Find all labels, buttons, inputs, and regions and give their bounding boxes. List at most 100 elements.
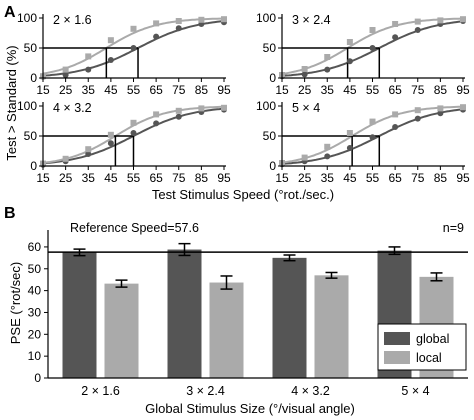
x-tick-label: 95 bbox=[217, 171, 231, 185]
bar-global bbox=[62, 252, 97, 378]
x-tick-label: 25 bbox=[298, 83, 312, 97]
x-tick-label: 75 bbox=[411, 171, 425, 185]
data-point-local bbox=[369, 27, 376, 33]
y-tick-label: 20 bbox=[28, 327, 42, 341]
data-point-global bbox=[369, 134, 376, 141]
x-tick-label: 75 bbox=[411, 83, 425, 97]
x-tick-label: 35 bbox=[321, 171, 335, 185]
data-point-local bbox=[130, 25, 137, 32]
panel-b-xlabel: Global Stimulus Size (°/visual angle) bbox=[145, 401, 355, 416]
category-label: 4 × 3.2 bbox=[291, 384, 330, 398]
y-tick-label: 50 bbox=[28, 262, 42, 276]
x-tick-label: 45 bbox=[343, 171, 357, 185]
y-tick-label: 100 bbox=[256, 99, 276, 113]
x-tick-label: 15 bbox=[275, 171, 289, 185]
x-tick-label: 55 bbox=[366, 171, 380, 185]
y-tick-label: 40 bbox=[28, 284, 42, 298]
data-point-local bbox=[107, 131, 114, 138]
data-point-local bbox=[153, 111, 160, 118]
x-tick-label: 35 bbox=[82, 171, 96, 185]
data-point-local bbox=[324, 54, 331, 60]
data-point-local bbox=[346, 130, 353, 136]
data-point-global bbox=[85, 66, 92, 73]
data-point-local bbox=[221, 104, 227, 111]
data-point-local bbox=[198, 105, 205, 112]
y-tick-label: 100 bbox=[17, 99, 37, 113]
panel-b-label: B bbox=[4, 205, 16, 222]
x-tick-label: 55 bbox=[366, 83, 380, 97]
x-tick-label: 15 bbox=[36, 171, 50, 185]
data-point-local bbox=[198, 16, 205, 23]
y-tick-label: 50 bbox=[263, 41, 277, 55]
y-tick-label: 50 bbox=[263, 129, 277, 143]
y-tick-label: 100 bbox=[17, 11, 37, 25]
data-point-local bbox=[62, 66, 69, 73]
data-point-local bbox=[324, 143, 331, 150]
category-label: 3 × 2.4 bbox=[186, 384, 225, 398]
subplot-title: 5 × 4 bbox=[292, 101, 320, 115]
fit-curve-local bbox=[42, 17, 225, 75]
bar-global bbox=[167, 249, 202, 378]
y-tick-label: 50 bbox=[24, 41, 38, 55]
data-point-global bbox=[369, 45, 376, 51]
x-tick-label: 85 bbox=[434, 83, 448, 97]
x-tick-label: 45 bbox=[104, 171, 118, 185]
data-point-local bbox=[301, 154, 308, 161]
x-tick-label: 55 bbox=[127, 171, 141, 185]
reference-speed-text: Reference Speed=57.6 bbox=[70, 221, 199, 235]
panel-b-ylabel: PSE (°rot/sec) bbox=[8, 262, 23, 345]
data-point-global bbox=[107, 57, 114, 63]
data-point-local bbox=[130, 119, 137, 126]
data-point-global bbox=[414, 115, 421, 122]
data-point-global bbox=[392, 124, 399, 130]
n-text: n=9 bbox=[443, 221, 464, 235]
subplot-title: 4 × 3.2 bbox=[53, 101, 92, 115]
x-tick-label: 65 bbox=[149, 83, 163, 97]
x-tick-label: 15 bbox=[275, 83, 289, 97]
data-point-local bbox=[301, 66, 308, 72]
data-point-global bbox=[130, 130, 137, 136]
data-point-global bbox=[107, 140, 114, 147]
bar-local bbox=[104, 283, 139, 378]
data-point-global bbox=[414, 27, 421, 33]
data-point-global bbox=[130, 45, 137, 51]
data-point-local bbox=[85, 146, 92, 153]
data-point-global bbox=[153, 120, 160, 127]
data-point-global bbox=[392, 34, 399, 41]
x-tick-label: 55 bbox=[127, 83, 141, 97]
panel-a-label: A bbox=[4, 4, 16, 21]
x-tick-label: 25 bbox=[298, 171, 312, 185]
x-tick-label: 65 bbox=[388, 83, 402, 97]
panel-b: 2 × 1.6 3 × 2.4 4 × 3.2 5 × 4 0 10 20 30 40 50 60 g… bbox=[28, 230, 468, 398]
data-point-local bbox=[369, 118, 376, 125]
subplot-4: 0 50 100 15 25 35 45 55 65 75 85 95 5 × 4 bbox=[256, 99, 470, 185]
data-point-local bbox=[175, 107, 182, 114]
data-point-local bbox=[437, 17, 444, 24]
x-tick-label: 25 bbox=[59, 83, 73, 97]
data-point-local bbox=[392, 111, 399, 118]
legend-label-global: global bbox=[416, 332, 449, 346]
subplot-title: 2 × 1.6 bbox=[53, 13, 92, 27]
subplot-1: 0 50 100 15 25 35 45 55 65 75 85 95 2 × 1.6 bbox=[17, 11, 231, 97]
data-point-local bbox=[85, 53, 92, 60]
fit-curve-global bbox=[281, 20, 464, 77]
data-point-global bbox=[346, 145, 353, 151]
y-tick-label: 0 bbox=[269, 71, 276, 85]
data-point-local bbox=[414, 18, 421, 25]
data-point-global bbox=[85, 151, 92, 157]
subplot-3: 0 50 100 15 25 35 45 55 65 75 85 95 4 × 3.2 bbox=[17, 99, 231, 185]
data-point-global bbox=[153, 33, 160, 40]
bar-local bbox=[209, 282, 244, 378]
legend-label-local: local bbox=[416, 351, 442, 365]
data-point-global bbox=[324, 153, 331, 160]
data-point-global bbox=[301, 71, 308, 78]
y-tick-label: 0 bbox=[34, 371, 41, 385]
y-tick-label: 100 bbox=[256, 11, 276, 25]
category-label: 5 × 4 bbox=[401, 384, 429, 398]
data-point-global bbox=[175, 25, 182, 32]
data-point-local bbox=[153, 20, 160, 27]
data-point-global bbox=[324, 66, 331, 73]
bar-global bbox=[272, 257, 307, 378]
legend-swatch-global bbox=[384, 332, 410, 345]
